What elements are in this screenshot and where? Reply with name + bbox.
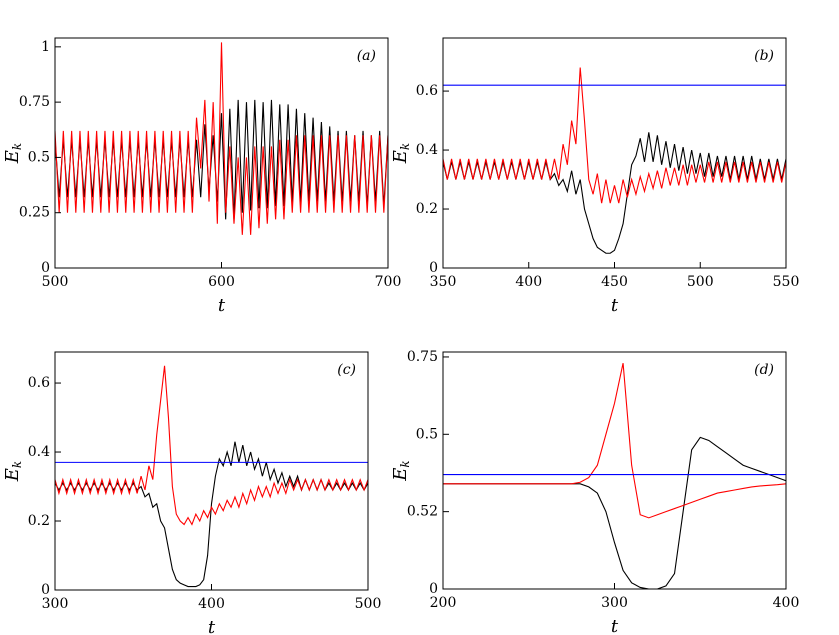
y-tick-label: 0.25 [19, 205, 50, 221]
y-tick-label: 1 [41, 39, 50, 55]
y-axis-title: Ek [2, 143, 24, 164]
x-axis-title: t [611, 616, 619, 635]
x-tick-label: 700 [375, 274, 402, 290]
x-tick-label: 500 [687, 274, 714, 290]
y-tick-label: 0.75 [407, 349, 438, 365]
series-line [443, 132, 786, 254]
plot-frame [54, 37, 389, 269]
x-axis-title: t [208, 617, 216, 635]
x-tick-label: 350 [430, 274, 457, 290]
y-tick-label: 0 [41, 582, 50, 598]
x-tick-label: 500 [42, 274, 69, 290]
panel-label: (a) [357, 48, 376, 64]
y-tick-label: 0.2 [416, 201, 438, 217]
series-line [443, 436, 786, 589]
y-axis-title: Ek [390, 460, 412, 481]
panel-label: (c) [337, 362, 356, 378]
x-axis-title: t [218, 295, 226, 316]
series-line [55, 441, 368, 588]
x-tick-label: 450 [601, 274, 628, 290]
y-axis-title: Ek [2, 461, 24, 482]
x-tick-label: 400 [773, 595, 800, 611]
y-tick-label: 0.5 [28, 149, 50, 165]
y-tick-label: 0.2 [28, 513, 50, 529]
series-line [55, 365, 368, 526]
y-tick-label: 0 [41, 260, 50, 276]
x-tick-label: 200 [430, 595, 457, 611]
y-tick-label: 0.75 [19, 94, 50, 110]
y-tick-label: 0 [429, 260, 438, 276]
y-tick-label: 0.4 [28, 444, 50, 460]
y-tick-label: 0.6 [416, 83, 438, 99]
x-tick-label: 300 [42, 596, 69, 612]
panel-label: (b) [754, 48, 774, 64]
x-tick-label: 300 [601, 595, 628, 611]
panel-label: (d) [754, 362, 774, 378]
plot-frame [442, 351, 787, 590]
plot-frame [54, 351, 369, 591]
x-tick-label: 400 [198, 596, 225, 612]
series-line [55, 99, 388, 220]
series-line [443, 363, 786, 519]
x-tick-label: 550 [773, 274, 800, 290]
x-tick-label: 400 [515, 274, 542, 290]
y-tick-label: 0 [429, 581, 438, 597]
series-line [443, 67, 786, 204]
y-tick-label: 0.4 [416, 142, 438, 158]
x-axis-title: t [611, 295, 619, 316]
x-tick-label: 600 [208, 274, 235, 290]
plot-frame [442, 37, 787, 269]
y-axis-title: Ek [390, 143, 412, 164]
x-tick-label: 500 [355, 596, 382, 612]
series-line [55, 42, 388, 235]
y-tick-label: 0.6 [28, 375, 50, 391]
y-tick-label: 0.52 [407, 504, 438, 520]
y-tick-label: 0.5 [416, 426, 438, 442]
